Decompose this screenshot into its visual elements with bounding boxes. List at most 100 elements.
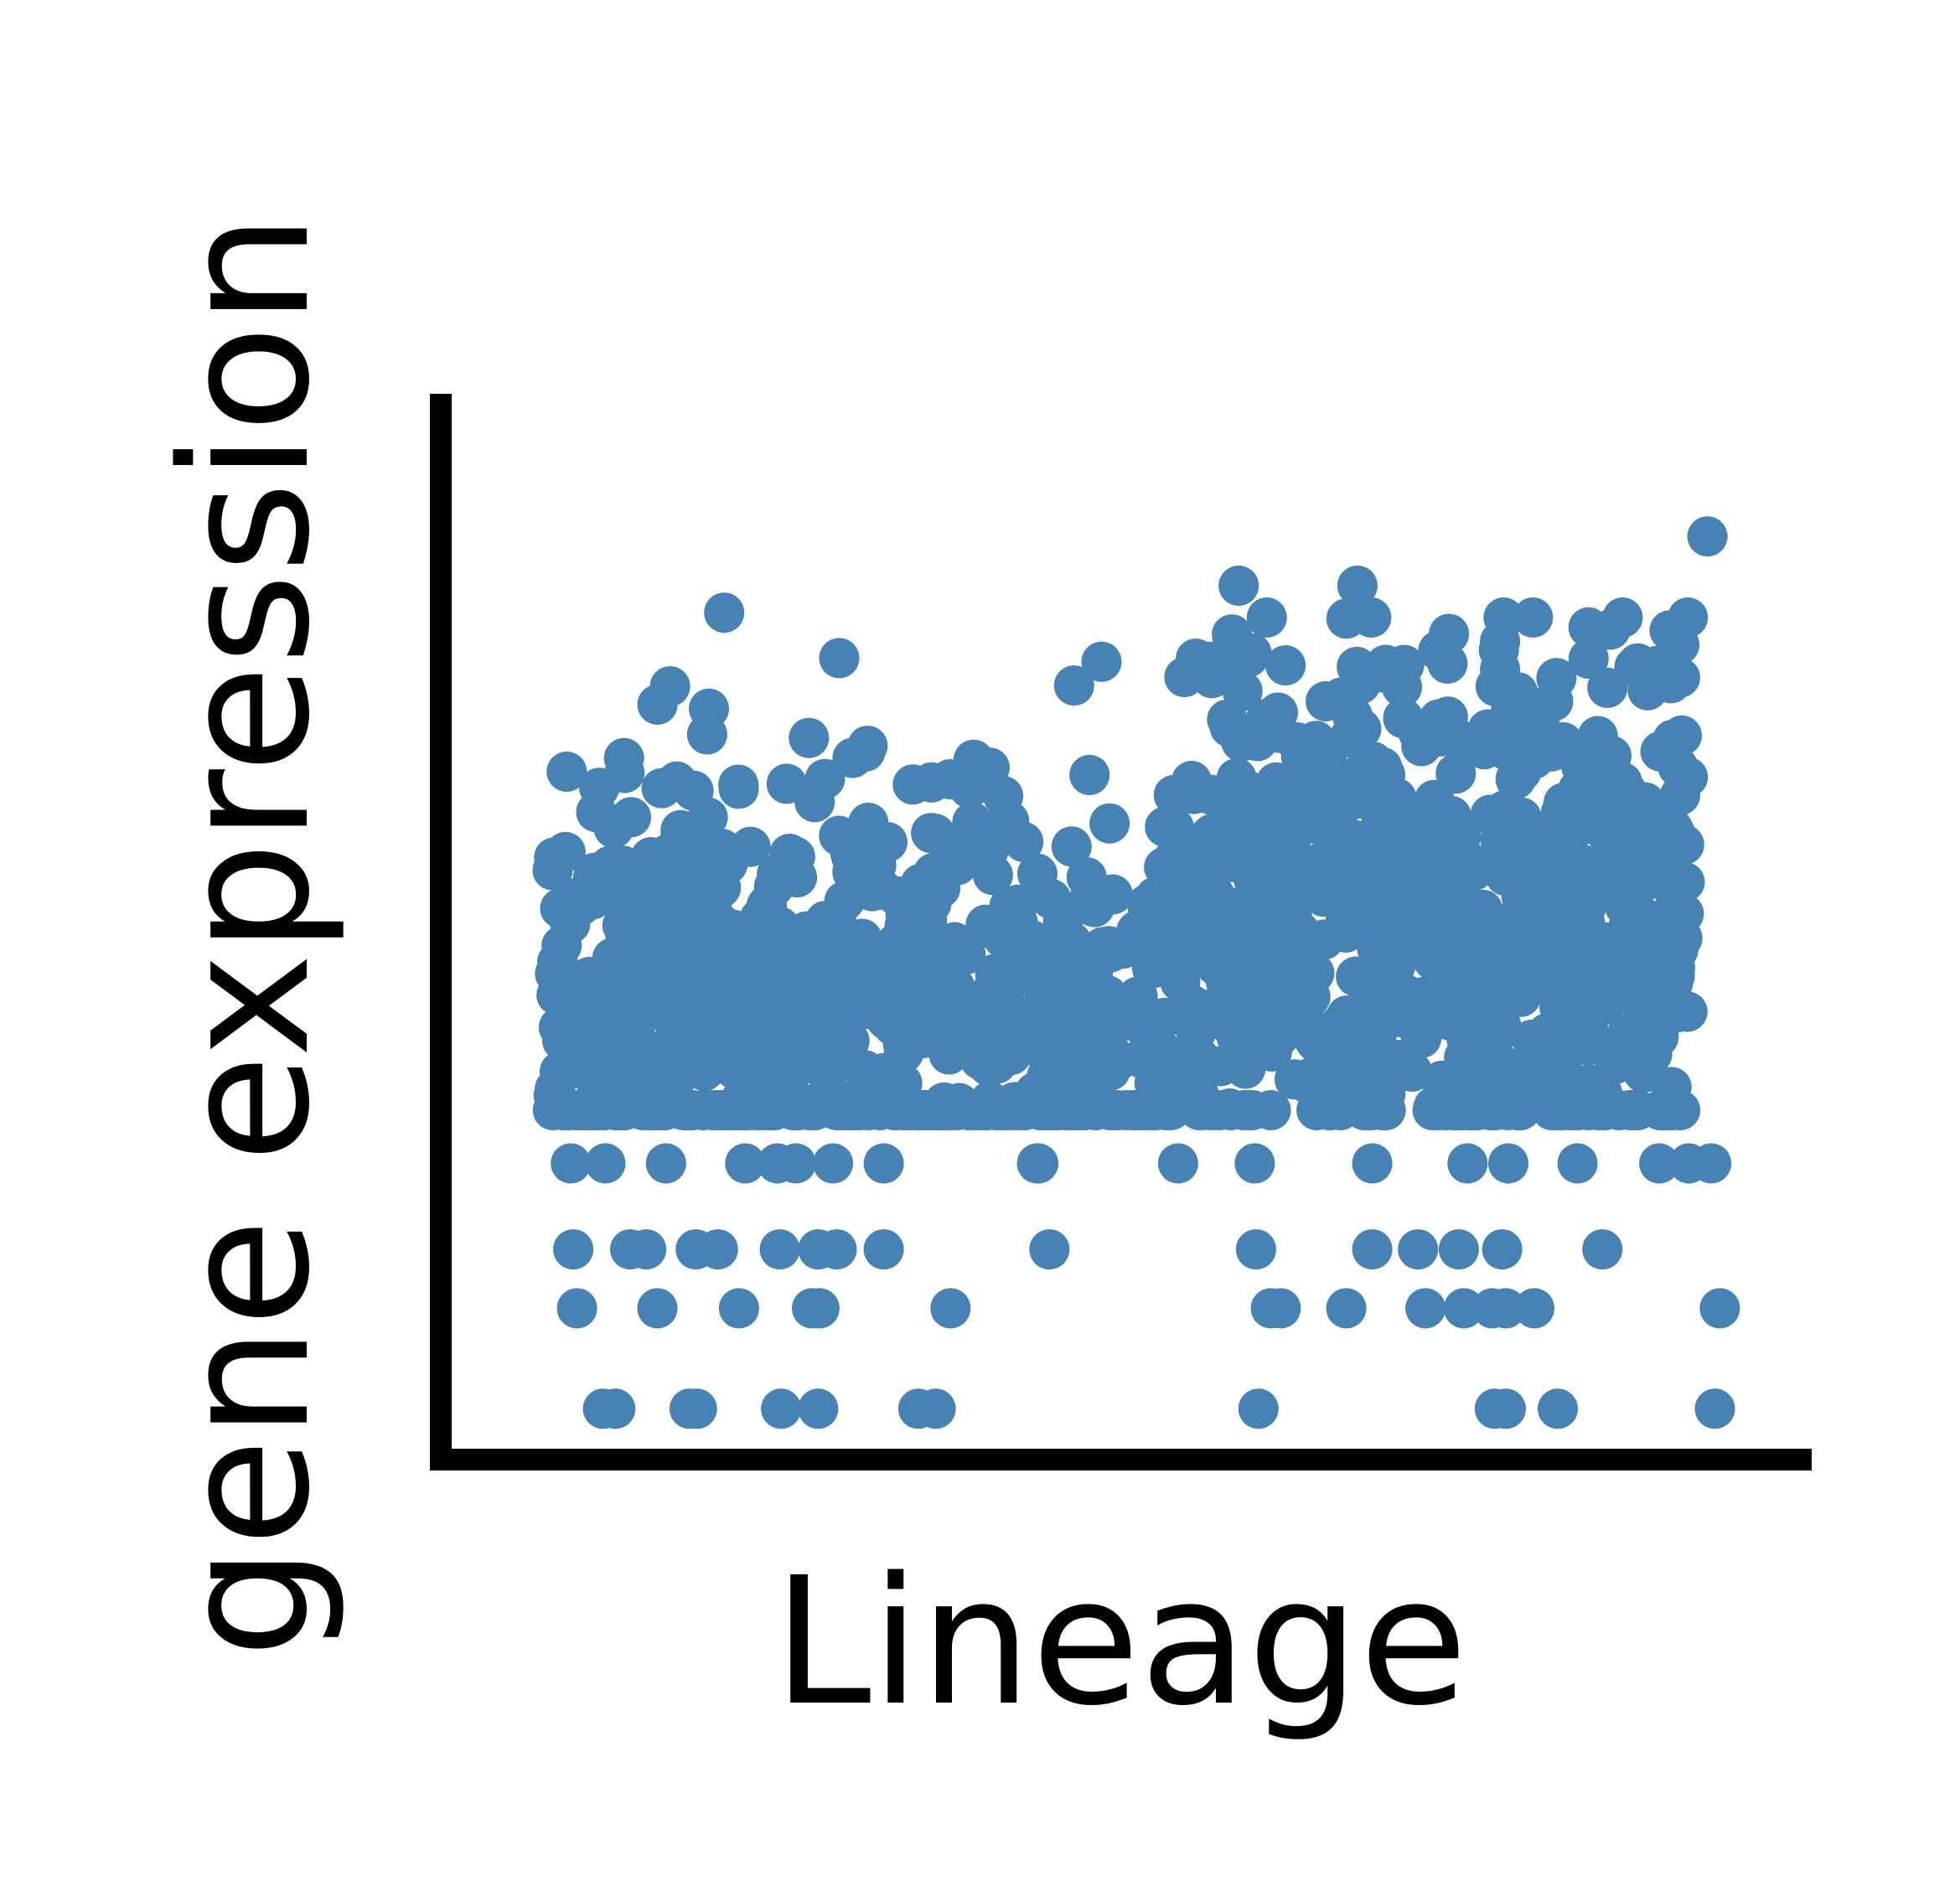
- scatter-point: [1280, 948, 1321, 990]
- scatter-point: [1640, 808, 1680, 849]
- scatter-point: [576, 792, 617, 833]
- scatter-point: [1662, 917, 1703, 959]
- scatter-point: [718, 1288, 759, 1329]
- scatter-point: [1662, 715, 1702, 756]
- scatter-point: [849, 813, 890, 854]
- scatter-point: [1480, 621, 1521, 662]
- scatter-point: [1333, 1066, 1374, 1107]
- scatter-point: [686, 1038, 727, 1079]
- scatter-point: [883, 1032, 924, 1072]
- scatter-point: [1207, 699, 1248, 740]
- scatter-point: [614, 1006, 655, 1047]
- scatter-point: [1352, 1143, 1393, 1184]
- scatter-point: [754, 1090, 795, 1130]
- scatter-point: [978, 1090, 1019, 1130]
- scatter-point: [1427, 643, 1468, 684]
- scatter-point: [804, 758, 846, 799]
- scatter-point: [705, 1090, 746, 1130]
- scatter-point: [1091, 930, 1132, 971]
- scatter-point: [1500, 935, 1541, 975]
- scatter-point: [1326, 1288, 1367, 1329]
- scatter-point: [1051, 826, 1092, 867]
- scatter-point: [1578, 1090, 1619, 1130]
- scatter-point: [611, 797, 652, 838]
- scatter-point: [799, 1288, 840, 1329]
- scatter-point: [1306, 738, 1347, 778]
- scatter-points: [532, 516, 1740, 1429]
- scatter-point: [637, 1288, 678, 1329]
- scatter-point: [1405, 1288, 1446, 1329]
- scatter-point: [704, 592, 745, 633]
- scatter-point: [556, 1288, 597, 1329]
- scatter-point: [1443, 1288, 1484, 1329]
- scatter-point: [1081, 641, 1122, 682]
- scatter-point: [1368, 828, 1409, 869]
- scatter-point: [645, 1143, 686, 1184]
- scatter-point: [789, 717, 830, 758]
- scatter-point: [1337, 566, 1378, 606]
- scatter-point: [1364, 776, 1404, 817]
- scatter-point: [578, 975, 619, 1016]
- scatter-point: [1089, 803, 1130, 844]
- scatter-point: [1126, 884, 1167, 925]
- scatter-point: [807, 921, 848, 962]
- scatter-point: [585, 1143, 626, 1184]
- scatter-point: [1568, 638, 1609, 680]
- scatter-point: [1446, 1019, 1487, 1059]
- scatter-point: [1540, 882, 1581, 923]
- scatter-point: [847, 726, 888, 767]
- scatter-point: [1341, 708, 1382, 749]
- scatter-point: [1485, 729, 1526, 770]
- scatter-point: [1557, 1143, 1598, 1184]
- scatter-point: [1484, 790, 1525, 831]
- scatter-point: [545, 1010, 586, 1052]
- scatter-point: [1174, 887, 1215, 928]
- scatter-point: [1276, 917, 1316, 959]
- scatter-point: [989, 800, 1030, 841]
- scatter-point: [1667, 991, 1708, 1032]
- scatter-point: [844, 1050, 885, 1091]
- scatter-point: [913, 853, 954, 894]
- scatter-point: [1069, 754, 1110, 795]
- scatter-point: [1290, 1062, 1331, 1103]
- scatter-point: [1513, 597, 1554, 638]
- scatter-point: [730, 826, 771, 867]
- scatter-point: [1602, 597, 1643, 638]
- scatter-point: [1486, 1288, 1526, 1329]
- scatter-point: [891, 1090, 932, 1130]
- scatter-point: [1533, 681, 1574, 721]
- scatter-point: [1505, 894, 1546, 935]
- scatter-point: [1198, 1090, 1239, 1130]
- scatter-point: [1058, 1061, 1099, 1102]
- scatter-point: [1646, 1090, 1687, 1130]
- scatter-point: [1566, 964, 1607, 1005]
- scatter-point: [1539, 1090, 1580, 1130]
- scatter-point: [930, 1288, 971, 1329]
- scatter-point: [691, 979, 732, 1021]
- scatter-point: [1218, 566, 1259, 606]
- scatter-point: [1638, 837, 1679, 878]
- scatter-point: [747, 885, 787, 926]
- scatter-point: [1438, 1229, 1479, 1270]
- scatter-point: [546, 752, 587, 792]
- scatter-point: [540, 888, 581, 929]
- scatter-point: [1668, 757, 1709, 798]
- scatter-point: [1069, 876, 1110, 917]
- scatter-point: [798, 1388, 839, 1429]
- scatter-point: [699, 828, 740, 869]
- scatter-point: [604, 752, 645, 793]
- scatter-point: [1265, 645, 1306, 686]
- scatter-point: [577, 1063, 618, 1104]
- scatter-point: [649, 666, 690, 707]
- scatter-point: [1398, 1229, 1439, 1270]
- scatter-point: [759, 1229, 800, 1270]
- scatter-point: [915, 1388, 956, 1429]
- scatter-point: [775, 1143, 816, 1184]
- scatter-point: [642, 873, 683, 914]
- scatter-point: [1373, 992, 1414, 1033]
- scatter-point: [1538, 1388, 1578, 1429]
- scatter-point: [686, 714, 727, 755]
- scatter-point: [1017, 853, 1058, 894]
- scatter-point: [1545, 1009, 1586, 1050]
- scatter-point: [902, 884, 943, 925]
